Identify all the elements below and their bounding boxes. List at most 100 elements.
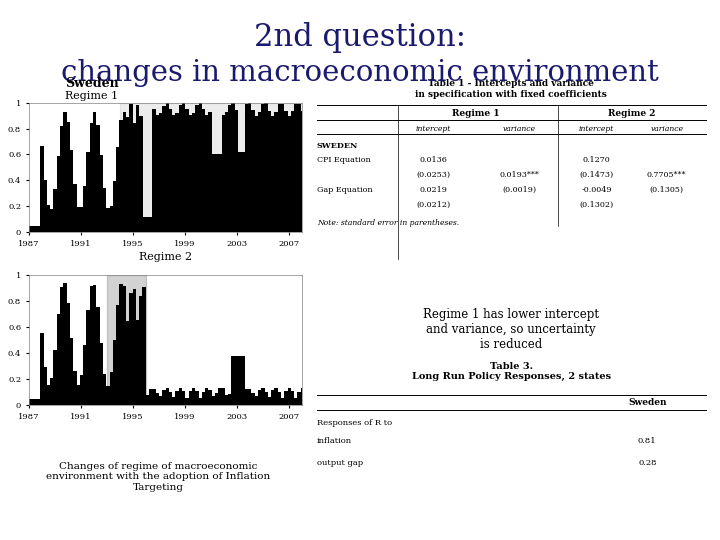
Bar <box>245 104 248 232</box>
Bar <box>139 296 143 405</box>
Text: Regime 2: Regime 2 <box>139 252 192 262</box>
Bar <box>166 388 169 405</box>
Bar <box>60 287 63 405</box>
Bar <box>255 396 258 405</box>
Bar <box>47 385 50 405</box>
Text: SWEDEN: SWEDEN <box>317 141 358 150</box>
Bar <box>245 389 248 405</box>
Text: (0.0253): (0.0253) <box>416 171 451 179</box>
Bar <box>63 284 67 405</box>
Bar <box>218 154 222 232</box>
Bar <box>27 226 30 232</box>
Text: inflation: inflation <box>317 437 352 446</box>
Bar <box>287 388 291 405</box>
Text: Regime 1: Regime 1 <box>65 91 118 101</box>
Bar <box>107 275 146 405</box>
Text: Gap Equation: Gap Equation <box>317 186 372 194</box>
Bar <box>90 286 93 405</box>
Text: Regime 1 has lower intercept
and variance, so uncertainty
is reduced: Regime 1 has lower intercept and varianc… <box>423 308 599 351</box>
Bar <box>120 284 123 405</box>
Bar <box>202 392 205 405</box>
Text: changes in macroeconomic environment: changes in macroeconomic environment <box>61 59 659 87</box>
Bar <box>149 217 153 232</box>
Bar <box>90 123 93 232</box>
Text: Changes of regime of macroeconomic
environment with the adoption of Inflation
Ta: Changes of regime of macroeconomic envir… <box>46 462 271 491</box>
Bar <box>86 309 90 405</box>
Bar <box>182 392 186 405</box>
Bar <box>195 391 199 405</box>
Bar <box>96 307 99 405</box>
Bar <box>208 112 212 232</box>
Bar <box>80 375 84 405</box>
Text: (0.0212): (0.0212) <box>416 200 451 208</box>
Bar <box>212 154 215 232</box>
Bar <box>185 109 189 232</box>
Bar <box>57 314 60 405</box>
Bar <box>271 116 274 232</box>
Bar <box>149 389 153 405</box>
Bar <box>205 388 209 405</box>
Bar <box>113 181 116 232</box>
Bar <box>40 333 44 405</box>
Bar <box>261 104 264 232</box>
Text: Note: standard error in parentheses.: Note: standard error in parentheses. <box>317 219 459 227</box>
Bar <box>281 398 284 405</box>
Bar <box>126 117 130 232</box>
Bar <box>50 208 53 232</box>
Text: (0.1305): (0.1305) <box>649 186 684 194</box>
Bar <box>130 104 132 232</box>
Text: Sweden: Sweden <box>628 398 667 407</box>
Bar <box>27 399 30 405</box>
Bar <box>156 115 159 232</box>
Bar <box>67 303 70 405</box>
Bar <box>34 399 37 405</box>
Bar <box>251 393 255 405</box>
Bar <box>53 350 57 405</box>
Bar <box>162 390 166 405</box>
Bar <box>202 110 205 232</box>
Bar <box>248 103 251 232</box>
Text: (0.1473): (0.1473) <box>580 171 614 179</box>
Bar <box>192 113 195 232</box>
Bar <box>278 392 281 405</box>
Bar <box>47 205 50 232</box>
Bar <box>76 386 80 405</box>
Bar <box>189 392 192 405</box>
Bar <box>162 105 166 232</box>
Bar <box>37 226 40 232</box>
Bar <box>99 343 103 405</box>
Bar <box>109 206 113 232</box>
Bar <box>136 105 139 232</box>
Bar <box>132 289 136 405</box>
Bar <box>76 207 80 232</box>
Bar <box>291 391 294 405</box>
Bar <box>192 388 195 405</box>
Bar <box>93 112 96 232</box>
Bar <box>103 188 107 232</box>
Bar <box>228 394 232 405</box>
Bar <box>205 116 209 232</box>
Bar <box>136 320 139 405</box>
Text: Regime 1: Regime 1 <box>452 109 500 118</box>
Bar <box>185 399 189 405</box>
Bar <box>294 398 297 405</box>
Bar <box>169 109 172 232</box>
Text: Responses of R to: Responses of R to <box>317 419 392 427</box>
Bar <box>176 390 179 405</box>
Text: variance: variance <box>503 125 536 133</box>
Bar <box>156 393 159 405</box>
Bar <box>143 217 146 232</box>
Bar <box>278 104 281 232</box>
Bar <box>251 110 255 232</box>
Bar <box>172 397 176 405</box>
Text: intercept: intercept <box>415 125 451 133</box>
Text: 0.0136: 0.0136 <box>420 157 447 164</box>
Bar <box>208 390 212 405</box>
Bar <box>215 393 218 405</box>
Bar <box>284 391 287 405</box>
Bar <box>126 321 130 405</box>
Bar <box>37 399 40 405</box>
Bar <box>264 104 268 232</box>
Bar <box>73 184 76 232</box>
Bar <box>179 388 182 405</box>
